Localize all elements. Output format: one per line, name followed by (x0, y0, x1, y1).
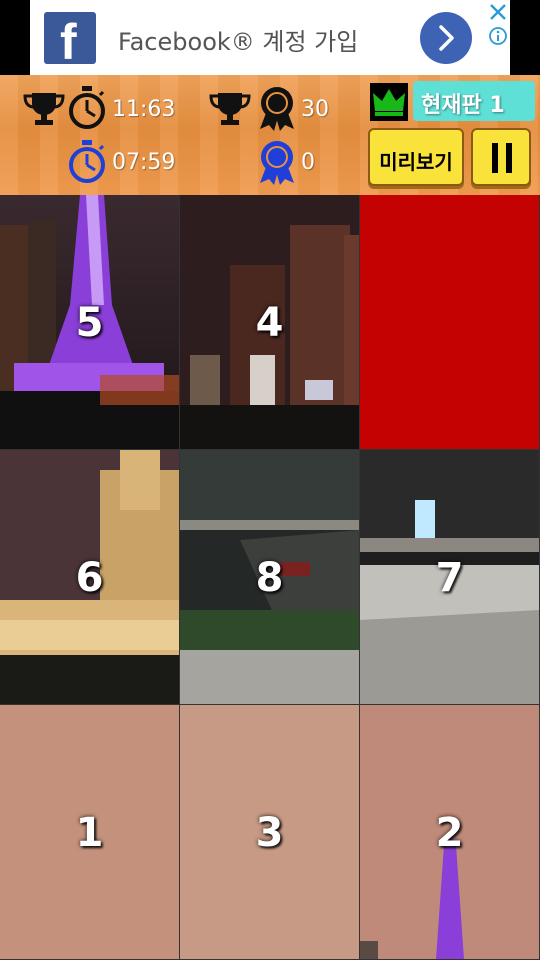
tile-image (0, 450, 179, 704)
tile-number: 2 (435, 810, 464, 856)
game-header: 11:63 30 07:59 0 현재판 1 (0, 75, 540, 195)
tile-image (360, 835, 464, 959)
medal-icon (260, 141, 294, 185)
pause-icon (506, 143, 512, 173)
puzzle-tile[interactable]: 5 (0, 195, 179, 449)
pause-button[interactable] (471, 128, 531, 186)
tile-image (360, 450, 539, 704)
trophy-icon (209, 93, 251, 125)
current-time-value: 07:59 (112, 150, 176, 175)
puzzle-tile[interactable]: 7 (360, 450, 539, 704)
puzzle-tile[interactable]: 1 (0, 705, 179, 959)
best-moves-value: 30 (301, 97, 329, 122)
tile-number: 4 (255, 300, 284, 346)
current-moves-value: 0 (301, 150, 315, 175)
empty-tile[interactable] (360, 195, 539, 449)
stopwatch-icon (69, 140, 105, 183)
best-time-value: 11:63 (112, 97, 176, 122)
preview-button[interactable]: 미리보기 (368, 128, 464, 186)
ad-info-icon[interactable] (488, 26, 508, 46)
tile-number: 8 (255, 555, 284, 601)
trophy-icon (23, 93, 65, 125)
pause-icon (492, 143, 498, 173)
tile-number: 3 (255, 810, 284, 856)
tile-number: 5 (75, 300, 104, 346)
medal-icon (260, 87, 294, 131)
tile-number: 7 (435, 555, 464, 601)
facebook-logo-icon: f (44, 12, 96, 64)
puzzle-tile[interactable]: 3 (180, 705, 359, 959)
tile-image (180, 450, 359, 704)
crown-icon (370, 83, 408, 121)
puzzle-tile[interactable]: 2 (360, 705, 539, 959)
tile-number: 6 (75, 555, 104, 601)
tile-number: 1 (75, 810, 104, 856)
puzzle-tile[interactable]: 4 (180, 195, 359, 449)
chevron-right-icon (439, 25, 454, 51)
puzzle-tile[interactable]: 8 (180, 450, 359, 704)
tile-image (0, 195, 179, 449)
ad-close-icon[interactable] (486, 0, 510, 24)
ad-bar: f Facebook® 계정 가입 (0, 0, 540, 75)
facebook-ad-banner[interactable]: f Facebook® 계정 가입 (30, 0, 510, 75)
tile-image (180, 195, 359, 449)
stopwatch-icon (69, 86, 105, 129)
puzzle-tile[interactable]: 6 (0, 450, 179, 704)
puzzle-grid: 5 4 6 (0, 195, 540, 960)
board-level-badge: 현재판 1 (413, 81, 535, 121)
ad-text: Facebook® 계정 가입 (118, 28, 359, 56)
ad-open-button[interactable] (420, 12, 472, 64)
